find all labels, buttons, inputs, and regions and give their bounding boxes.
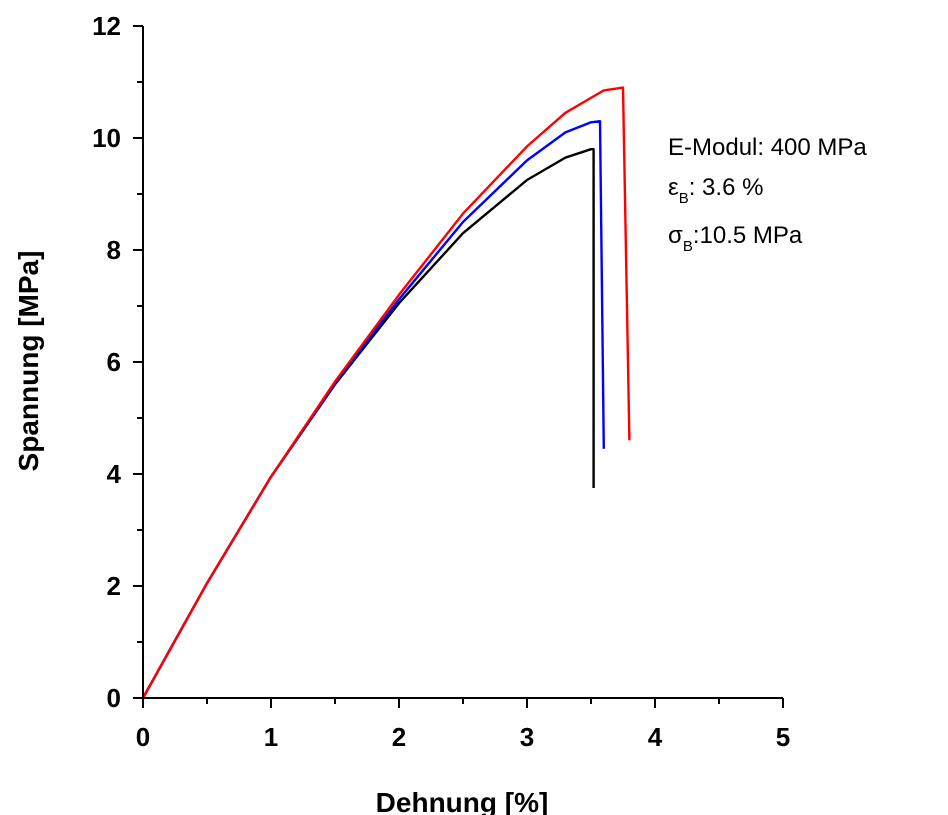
y-tick-label: 12 [92, 11, 121, 41]
x-tick-label: 4 [648, 722, 663, 752]
y-tick-label: 6 [107, 347, 121, 377]
x-axis-title: Dehnung [%] [376, 787, 549, 815]
annotation-box: E-Modul: 400 MPa εB: 3.6 % σB:10.5 MPa [668, 134, 867, 255]
series-line-3 [141, 86, 631, 699]
x-tick-label: 1 [264, 722, 278, 752]
x-tick-label: 0 [136, 722, 150, 752]
elongation-value: : 3.6 % [689, 174, 764, 201]
epsilon-subscript: B [679, 190, 689, 207]
x-tick-label: 2 [392, 722, 406, 752]
series-line-1 [141, 148, 595, 699]
x-tick-label: 3 [520, 722, 534, 752]
strength-value: :10.5 MPa [693, 222, 803, 249]
y-axis-title: Spannung [MPa] [13, 251, 44, 472]
series-line-2 [141, 120, 605, 699]
y-tick-label: 4 [107, 459, 122, 489]
y-tick-label: 0 [107, 683, 121, 713]
sigma-symbol: σ [668, 222, 683, 249]
x-tick-label: 5 [776, 722, 790, 752]
annotation-e-modul: E-Modul: 400 MPa [668, 134, 867, 161]
annotation-elongation: εB: 3.6 % [668, 174, 763, 207]
annotation-strength: σB:10.5 MPa [668, 222, 803, 255]
epsilon-symbol: ε [668, 174, 679, 201]
y-tick-label: 8 [107, 235, 121, 265]
y-tick-label: 2 [107, 571, 121, 601]
sigma-subscript: B [683, 238, 693, 255]
y-tick-label: 10 [92, 123, 121, 153]
series-layer [141, 86, 631, 699]
